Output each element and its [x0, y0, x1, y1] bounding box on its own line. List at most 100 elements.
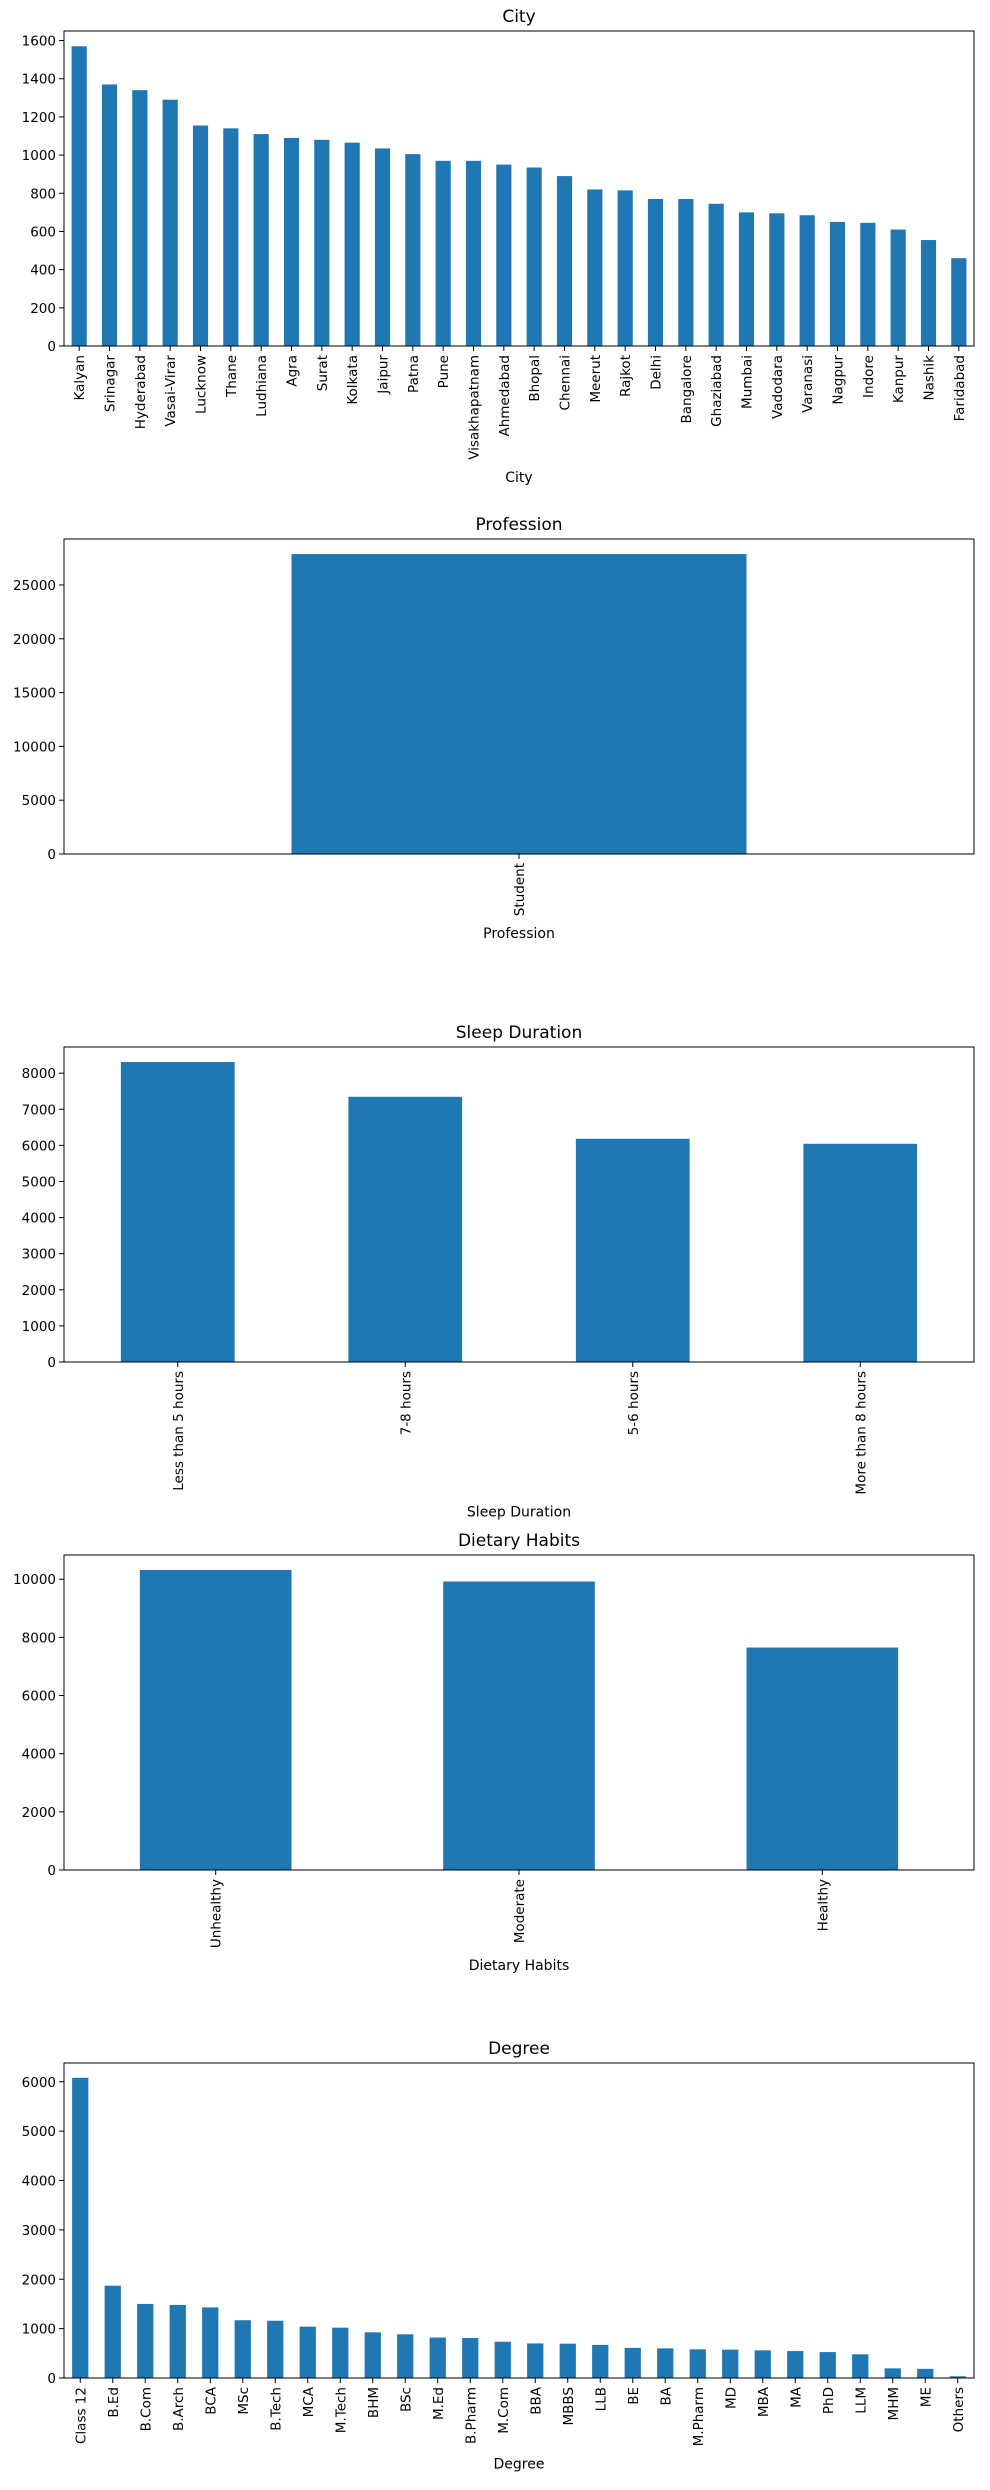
city-axis-label: City [505, 470, 532, 486]
chart-0-bar-indore [860, 222, 876, 346]
chart-4-xtick-label-m-ed: M.Ed [431, 2387, 447, 2420]
chart-0-bar-bhopal [526, 167, 542, 346]
chart-4-bar-llb [592, 2344, 609, 2378]
chart-4-xtick-label-llm: LLM [853, 2387, 869, 2414]
chart-1-ytick-label-20000: 20000 [13, 632, 56, 648]
chart-0-bar-mumbai [738, 212, 755, 346]
chart-0-bar-thane [223, 128, 239, 346]
chart-0-bar-ludhiana [253, 134, 269, 346]
chart-4-xtick-label-b-tech: B.Tech [268, 2387, 284, 2431]
chart-4-bar-m-com [494, 2341, 511, 2378]
profession-chart: Profession 0 5000 10000 15000 20000 25000 Stude… [13, 515, 975, 942]
chart-0-xtick-label-ahmedabad: Ahmedabad [497, 355, 513, 437]
chart-0-xtick-label-ludhiana: Ludhiana [254, 355, 270, 417]
chart-0-xtick-label-bhopal: Bhopal [527, 355, 543, 402]
chart-2-xtick-label-less-than-5-hours: Less than 5 hours [171, 1371, 187, 1491]
chart-0-xtick-label-pune: Pune [436, 355, 452, 388]
chart-0-ytick-label-1000: 1000 [22, 148, 56, 164]
chart-2-xtick-label-5-6-hours: 5-6 hours [626, 1371, 642, 1435]
chart-4-bar-b-com [137, 2303, 154, 2378]
chart-2-plot-frame [63, 1046, 975, 1363]
chart-1-ytick-label-25000: 25000 [13, 578, 56, 594]
chart-0-xtick-label-indore: Indore [861, 355, 877, 398]
chart-4-xtick-label-ba: BA [658, 2386, 674, 2405]
chart-4-bar-b-pharm [462, 2338, 479, 2378]
chart-1-ytick-label-15000: 15000 [13, 686, 56, 702]
chart-4-bar-m-tech [332, 2327, 349, 2378]
chart-2-bar-7-8-hours [348, 1096, 463, 1362]
dietary-habits-axis-label: Dietary Habits [469, 1958, 570, 1974]
profession-title: Profession [475, 515, 562, 535]
chart-4-xtick-label-bba: BBA [528, 2386, 544, 2415]
chart-4-bar-msc [234, 2320, 251, 2378]
chart-1-plot-frame [63, 538, 975, 855]
chart-4-xtick-label-m-pharm: M.Pharm [691, 2387, 707, 2446]
chart-2-ytick-label-4000: 4000 [22, 1211, 56, 1227]
chart-4-xtick-label-mbbs: MBBS [561, 2387, 577, 2426]
chart-4-xtick-label-class-12: Class 12 [73, 2387, 89, 2444]
chart-2-bar-5-6-hours [575, 1138, 690, 1362]
chart-1-xtick-label-student: Student [512, 863, 528, 916]
chart-4-xtick-label-msc: MSc [236, 2387, 252, 2415]
chart-3-ytick-label-4000: 4000 [22, 1747, 56, 1763]
chart-0-xtick-label-bangalore: Bangalore [679, 355, 695, 424]
chart-4-xtick-label-me: ME [918, 2387, 934, 2407]
chart-2-ytick-label-1000: 1000 [22, 1319, 56, 1335]
chart-2-ytick-label-5000: 5000 [22, 1174, 56, 1190]
chart-0-bar-meerut [587, 189, 603, 346]
chart-3-ytick-label-2000: 2000 [22, 1805, 56, 1821]
chart-2-ytick-label-0: 0 [47, 1355, 56, 1371]
chart-0-xtick-label-varanasi: Varanasi [800, 355, 816, 413]
chart-4-ytick-label-3000: 3000 [22, 2223, 56, 2239]
chart-0-xtick-label-lucknow: Lucknow [194, 355, 210, 414]
chart-0-xtick-label-thane: Thane [224, 355, 240, 398]
degree-title: Degree [488, 2039, 550, 2059]
chart-4-xtick-label-others: Others [951, 2387, 967, 2432]
chart-0-bar-kolkata [344, 142, 360, 346]
chart-0-bar-srinagar [101, 84, 118, 347]
chart-4-bar-mba [754, 2350, 771, 2378]
chart-0-bar-chennai [556, 176, 573, 346]
chart-0-ytick-label-0: 0 [47, 339, 56, 355]
chart-0-bar-vadodara [769, 213, 785, 346]
city-chart: City 0 200 400 600 800 1000 1200 1400 1600 Kalyan S… [22, 7, 975, 486]
chart-3-xtick-label-healthy: Healthy [815, 1879, 831, 1931]
chart-4-xtick-label-b-ed: B.Ed [106, 2387, 122, 2418]
chart-4-bar-bsc [397, 2334, 414, 2378]
chart-4-bar-be [624, 2347, 641, 2378]
chart-4-xtick-label-llb: LLB [593, 2387, 609, 2411]
chart-0-xtick-label-vadodara: Vadodara [770, 355, 786, 419]
chart-3-plot-frame [63, 1554, 975, 1871]
chart-0-ytick-label-1400: 1400 [22, 72, 56, 88]
chart-4-bar-mca [299, 2326, 316, 2378]
sleep-duration-axis-label: Sleep Duration [467, 1505, 571, 1521]
chart-0-bar-kanpur [890, 229, 906, 346]
chart-1-ytick-label-10000: 10000 [13, 739, 56, 755]
chart-0-xtick-label-nagpur: Nagpur [831, 355, 847, 405]
chart-4-xtick-label-bhm: BHM [366, 2387, 382, 2418]
chart-3-ytick-label-0: 0 [47, 1863, 56, 1879]
chart-4-ytick-label-2000: 2000 [22, 2272, 56, 2288]
chart-3-bar-healthy [746, 1647, 899, 1870]
chart-4-bar-ba [657, 2348, 674, 2378]
chart-4-xtick-label-b-arch: B.Arch [171, 2387, 187, 2431]
chart-1-ytick-label-0: 0 [47, 847, 56, 863]
chart-4-xtick-label-be: BE [626, 2387, 642, 2405]
chart-0-bar-nagpur [829, 221, 846, 346]
chart-0-bar-kalyan [71, 46, 87, 346]
chart-0-xtick-label-meerut: Meerut [588, 355, 604, 403]
chart-0-bar-ahmedabad [496, 164, 512, 346]
chart-0-bar-ghaziabad [708, 203, 724, 346]
chart-3-bar-moderate [443, 1581, 595, 1870]
chart-4-xtick-label-b-pharm: B.Pharm [463, 2387, 479, 2444]
chart-0-xtick-label-kalyan: Kalyan [72, 355, 88, 400]
chart-0-plot-frame [63, 30, 975, 347]
chart-4-bar-mbbs [559, 2343, 576, 2378]
chart-2-ytick-label-2000: 2000 [22, 1283, 56, 1299]
chart-0-ytick-label-1600: 1600 [22, 34, 56, 50]
dietary-habits-title: Dietary Habits [458, 1531, 580, 1551]
chart-4-bar-ma [787, 2351, 804, 2378]
chart-2-ytick-label-8000: 8000 [22, 1066, 56, 1082]
chart-4-bar-bba [527, 2343, 544, 2378]
chart-4-xtick-label-mca: MCA [301, 2386, 317, 2417]
